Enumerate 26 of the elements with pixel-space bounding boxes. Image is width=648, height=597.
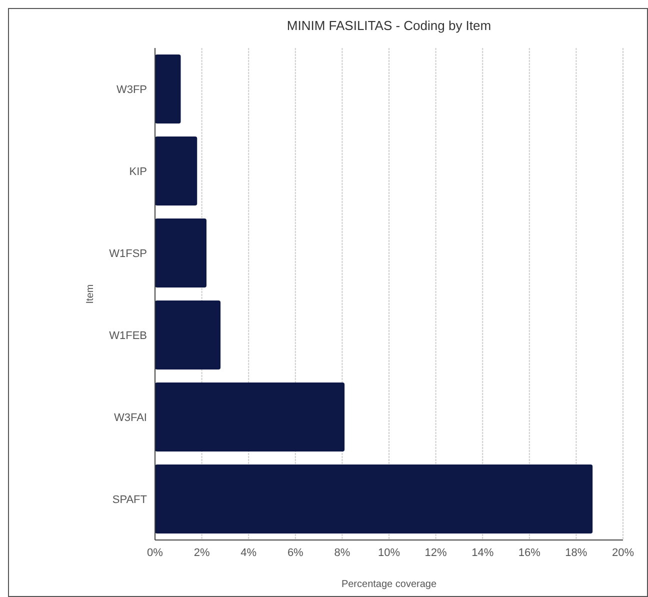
x-tick-label: 18% [565,547,588,559]
x-tick-label: 20% [612,547,634,559]
x-tick-label: 16% [518,547,541,559]
y-tick-label: KIP [129,166,147,178]
x-tick-label: 8% [334,547,350,559]
bar [155,136,198,206]
x-tick-label: 2% [194,547,210,559]
bar [155,54,181,124]
y-tick-label: W1FEB [109,330,147,342]
bar [155,218,206,288]
x-tick-label: 4% [240,547,257,559]
y-tick-label: W3FAI [114,412,147,424]
x-tick-label: 10% [378,547,400,559]
x-tick-label: 6% [287,547,304,559]
x-tick-label: 12% [424,547,448,559]
x-tick-label: 14% [472,547,494,559]
x-tick-label: 0% [147,547,164,559]
x-axis-title: Percentage coverage [341,579,437,590]
y-tick-label: SPAFT [112,494,148,506]
y-axis-title: Item [85,284,96,304]
bar [155,464,593,534]
y-tick-label: W1FSP [109,248,147,260]
chart-title: MINIM FASILITAS - Coding by Item [286,18,492,33]
y-tick-label: W3FP [116,84,147,96]
bar [155,382,345,452]
bar [155,300,221,370]
